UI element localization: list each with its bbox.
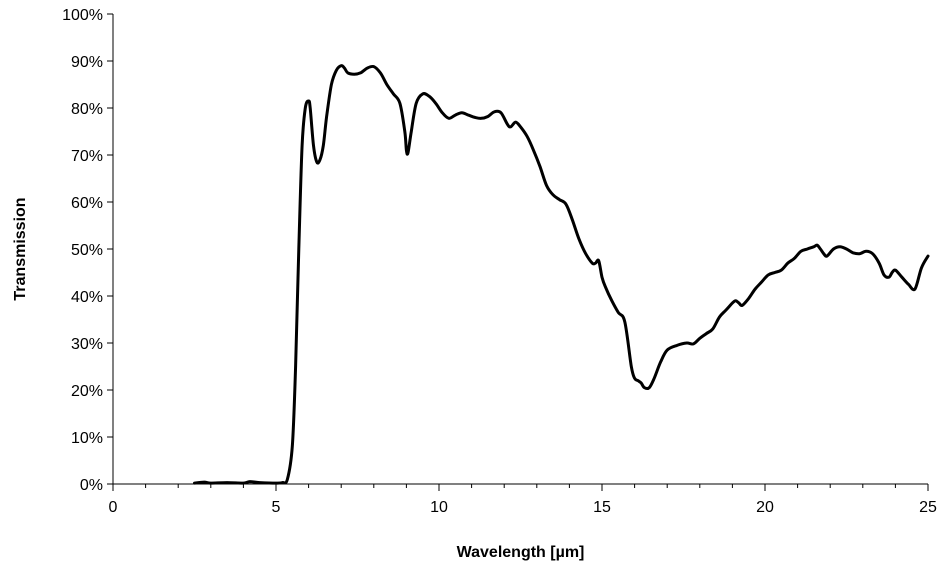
x-tick-label: 20 bbox=[756, 499, 774, 516]
y-tick-label: 20% bbox=[71, 383, 103, 400]
y-tick-label: 50% bbox=[71, 242, 103, 259]
y-tick-label: 80% bbox=[71, 101, 103, 118]
series-layer bbox=[193, 64, 930, 485]
x-tick-label: 15 bbox=[593, 499, 611, 516]
x-tick-label: 5 bbox=[272, 499, 281, 516]
x-tick-label: 0 bbox=[109, 499, 118, 516]
y-axis-title: Transmission bbox=[12, 197, 29, 300]
y-tick-label: 60% bbox=[71, 195, 103, 212]
y-tick-label: 90% bbox=[71, 54, 103, 71]
y-tick-label: 40% bbox=[71, 289, 103, 306]
y-tick-label: 0% bbox=[80, 477, 103, 494]
y-tick-label: 100% bbox=[62, 7, 103, 24]
x-axis-title: Wavelength [µm] bbox=[457, 544, 585, 561]
y-tick-label: 10% bbox=[71, 430, 103, 447]
y-tick-label: 70% bbox=[71, 148, 103, 165]
y-tick-label: 30% bbox=[71, 336, 103, 353]
x-axis: 0 5 10 15 20 25 bbox=[109, 483, 937, 516]
series-line-0 bbox=[193, 64, 930, 485]
y-axis: 0% 10% 20% 30% 40% 50% 60% 70% 80% 90% 100% bbox=[62, 7, 114, 494]
x-tick-label: 10 bbox=[430, 499, 448, 516]
x-tick-label: 25 bbox=[919, 499, 937, 516]
